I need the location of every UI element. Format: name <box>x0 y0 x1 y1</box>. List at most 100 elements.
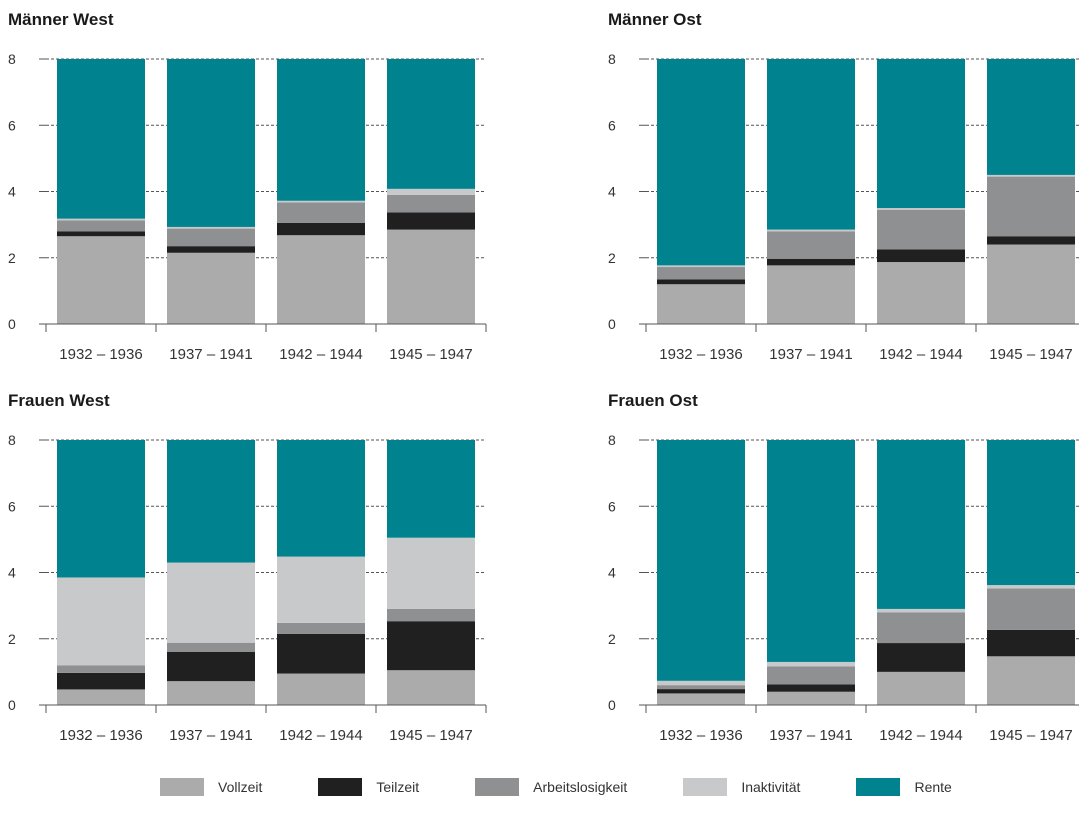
bar-segment-rente <box>57 59 145 219</box>
bar-segment-teilzeit <box>167 652 255 682</box>
bar-segment-inaktivität <box>167 562 255 643</box>
y-tick-label: 4 <box>8 184 16 200</box>
bar-segment-rente <box>657 59 745 266</box>
x-tick-label: 1937 – 1941 <box>769 346 852 363</box>
bar-segment-arbeitslosigkeit <box>767 666 855 685</box>
bar-segment-vollzeit <box>987 244 1075 324</box>
x-tick-label: 1932 – 1936 <box>659 727 742 744</box>
bar-segment-arbeitslosigkeit <box>57 665 145 673</box>
bar-segment-inaktivität <box>877 208 965 210</box>
bar-segment-vollzeit <box>57 689 145 705</box>
bar-segment-teilzeit <box>277 633 365 674</box>
x-tick-label: 1942 – 1944 <box>279 727 362 744</box>
bar-segment-rente <box>277 440 365 557</box>
x-tick-label: 1932 – 1936 <box>59 727 142 744</box>
bar-segment-teilzeit <box>987 629 1075 657</box>
y-tick-label: 2 <box>608 631 616 647</box>
legend-swatch <box>856 778 901 796</box>
bar-chart: 0 2 4 6 8 1932 – 1936 1937 – 1941 1942 – 1944 19… <box>608 51 1079 363</box>
x-tick-label: 1937 – 1941 <box>169 346 252 363</box>
bar-segment-rente <box>387 59 475 189</box>
bar-segment-inaktivität <box>767 661 855 667</box>
bar-segment-vollzeit <box>167 681 255 705</box>
bar-chart: 0 2 4 6 8 1932 – 1936 1937 – 1941 1942 – 1944 19… <box>608 432 1079 744</box>
bar-segment-vollzeit <box>767 691 855 705</box>
bar-segment-teilzeit <box>277 222 365 236</box>
bar-segment-arbeitslosigkeit <box>877 209 965 250</box>
x-tick-label: 1942 – 1944 <box>279 346 362 363</box>
chart-panel-frauen-west: Frauen West 0 2 4 6 8 1932 – 1936 1937 – 1941 1… <box>8 391 488 761</box>
y-tick-label: 6 <box>608 117 616 133</box>
bar-segment-vollzeit <box>767 265 855 324</box>
x-tick-label: 1942 – 1944 <box>879 346 962 363</box>
bar-segment-teilzeit <box>987 236 1075 245</box>
legend-label: Arbeitslosigkeit <box>533 779 628 795</box>
chart-panel-maenner-west: Männer West 0 2 4 6 8 1932 – 1936 1937 – 1941 1… <box>8 10 488 380</box>
bar-segment-arbeitslosigkeit <box>57 220 145 232</box>
y-tick-label: 8 <box>608 432 616 448</box>
bar-segment-teilzeit <box>57 231 145 237</box>
chart-title: Frauen West <box>8 391 110 410</box>
bar-segment-inaktivität <box>277 556 365 623</box>
bar-segment-inaktivität <box>387 537 475 609</box>
bar-segment-rente <box>277 59 365 201</box>
legend-label: Vollzeit <box>218 779 263 795</box>
bar-segment-inaktivität <box>387 188 475 195</box>
x-tick-label: 1932 – 1936 <box>659 346 742 363</box>
bar-segment-rente <box>877 59 965 209</box>
y-tick-label: 0 <box>8 697 16 713</box>
legend-item-arbeitslosigkeit: Arbeitslosigkeit <box>475 778 627 796</box>
bar-segment-inaktivität <box>277 200 365 203</box>
bar-segment-rente <box>877 440 965 609</box>
bar-segment-rente <box>987 440 1075 586</box>
bar-segment-vollzeit <box>57 236 145 324</box>
bar-segment-vollzeit <box>657 693 745 705</box>
chart-title: Männer West <box>8 10 114 29</box>
bar-segment-vollzeit <box>877 671 965 705</box>
bar-segment-arbeitslosigkeit <box>167 642 255 652</box>
y-tick-label: 0 <box>608 697 616 713</box>
bar-segment-rente <box>57 440 145 578</box>
legend: Vollzeit Teilzeit Arbeitslosigkeit Inakt… <box>160 777 952 797</box>
bar-segment-arbeitslosigkeit <box>387 194 475 213</box>
bar-segment-rente <box>657 440 745 681</box>
bar-segment-rente <box>387 440 475 538</box>
bar-segment-teilzeit <box>657 689 745 694</box>
y-tick-label: 8 <box>8 51 16 67</box>
bar-segment-rente <box>167 59 255 227</box>
chart-panel-maenner-ost: Männer Ost 0 2 4 6 8 1932 – 1936 1937 – 1941 19… <box>608 10 1079 380</box>
x-tick-label: 1937 – 1941 <box>169 727 252 744</box>
bar-chart: 0 2 4 6 8 1932 – 1936 1937 – 1941 1942 – 1944 19… <box>8 51 487 363</box>
bar-segment-teilzeit <box>57 672 145 690</box>
bar-segment-vollzeit <box>277 235 365 324</box>
bar-segment-inaktivität <box>987 174 1075 177</box>
bar-segment-teilzeit <box>657 279 745 285</box>
legend-item-inaktivitaet: Inaktivität <box>683 778 800 796</box>
y-tick-label: 2 <box>8 631 16 647</box>
x-tick-label: 1945 – 1947 <box>389 346 472 363</box>
y-tick-label: 6 <box>8 498 16 514</box>
bar-segment-arbeitslosigkeit <box>277 202 365 223</box>
bar-segment-inaktivität <box>987 585 1075 589</box>
legend-item-teilzeit: Teilzeit <box>318 778 419 796</box>
chart-panel-frauen-ost: Frauen Ost 0 2 4 6 8 1932 – 1936 1937 – 1941 19… <box>608 391 1079 761</box>
legend-label: Inaktivität <box>741 779 801 795</box>
bar-segment-inaktivität <box>657 680 745 686</box>
y-tick-label: 4 <box>608 184 616 200</box>
bar-segment-teilzeit <box>167 246 255 253</box>
legend-label: Teilzeit <box>376 779 420 795</box>
legend-item-vollzeit: Vollzeit <box>160 778 262 796</box>
bar-segment-inaktivität <box>767 229 855 232</box>
bar-segment-arbeitslosigkeit <box>987 176 1075 237</box>
x-tick-label: 1932 – 1936 <box>59 346 142 363</box>
x-tick-label: 1945 – 1947 <box>989 346 1072 363</box>
legend-swatch <box>475 778 520 796</box>
y-tick-label: 4 <box>8 565 16 581</box>
y-tick-label: 6 <box>608 498 616 514</box>
bar-segment-vollzeit <box>877 262 965 324</box>
y-tick-label: 8 <box>608 51 616 67</box>
bar-segment-inaktivität <box>167 226 255 229</box>
bar-segment-rente <box>767 59 855 230</box>
bar-segment-vollzeit <box>657 284 745 324</box>
chart-title: Männer Ost <box>608 10 702 29</box>
